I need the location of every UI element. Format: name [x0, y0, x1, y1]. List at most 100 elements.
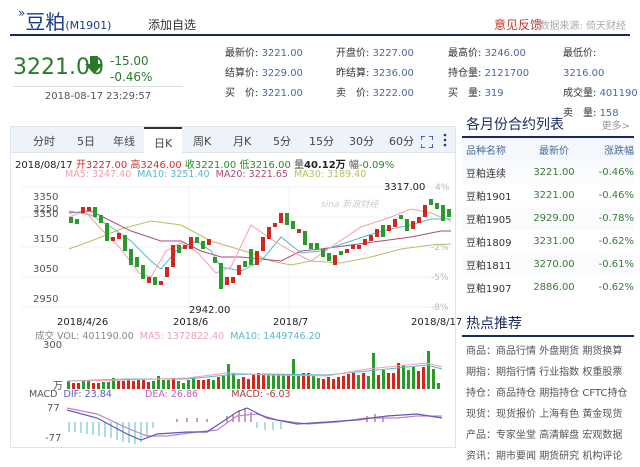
contracts-table-body: 豆粕连续 3221.00 -0.46% 豆粕1901 3221.00 -0.46% 豆粕… — [462, 161, 634, 299]
hot-recommend-panel: 热点推荐 商品：商品行情 外盘期货 期货换算 期指：期指行情 行业指数 权重股票… — [462, 311, 634, 467]
header-change: 涨跌幅 — [604, 146, 634, 157]
contract-name[interactable]: 豆粕1809 — [466, 238, 512, 249]
hot-link[interactable]: 商品行情 — [496, 346, 536, 357]
contracts-table-header: 品种名称 最新价 涨跌幅 — [462, 138, 634, 161]
y-tick: 3050 — [33, 264, 59, 275]
contract-name[interactable]: 豆粕1905 — [466, 215, 512, 226]
quote-label: 开盘价: — [336, 48, 370, 59]
volume-label: 成交 — [35, 331, 55, 342]
hot-link[interactable]: CFTC持仓 — [582, 388, 628, 399]
pct-tick: -8% — [431, 303, 449, 313]
hot-link[interactable]: 期货研究 — [539, 451, 580, 462]
tab-daily-k[interactable]: 日K — [144, 127, 183, 153]
tab-weekly-k[interactable]: 周K — [193, 135, 212, 148]
contract-price: 3221.00 — [533, 190, 575, 201]
table-row[interactable]: 豆粕1907 2886.00 -0.62% — [462, 276, 634, 299]
more-vertical-icon[interactable] — [443, 132, 447, 147]
page-header: »豆粕(M1901) 添加自选 意见反馈 数据来源: 倚天财经 — [10, 0, 630, 36]
quote-col-2: 开盘价: 3227.00 昨结算: 3236.00 卖 价: 3222.00 — [336, 44, 414, 104]
add-favorite-button[interactable]: 添加自选 — [148, 18, 197, 32]
tab-5min[interactable]: 5分 — [273, 135, 291, 148]
hot-link[interactable]: 高清解盘 — [539, 430, 580, 441]
hot-link[interactable]: 期指行情 — [496, 367, 536, 378]
tab-monthly-k[interactable]: 月K — [233, 135, 252, 148]
vol-ma10: MA10: 1449746.20 — [230, 331, 321, 342]
macd-dif: DIF: 23.84 — [63, 389, 112, 400]
feedback-link[interactable]: 意见反馈 — [493, 18, 542, 32]
hot-link[interactable]: 期市要闻 — [496, 451, 536, 462]
tab-fenshi[interactable]: 分时 — [33, 135, 55, 148]
hot-link[interactable]: 宏观数据 — [582, 430, 623, 441]
hot-link[interactable]: 行业指数 — [539, 367, 580, 378]
more-link[interactable]: 更多> — [601, 121, 630, 132]
table-row[interactable]: 豆粕连续 3221.00 -0.46% — [462, 161, 634, 184]
period-tabs: 分时 5日 年线 日K 周K 月K 5分 15分 30分 60分 — [11, 127, 455, 153]
tab-year[interactable]: 年线 — [113, 135, 135, 148]
quote-label: 最新价: — [225, 48, 259, 59]
contract-price: 3231.00 — [533, 236, 575, 247]
contract-change: -0.46% — [598, 190, 634, 201]
fullscreen-icon[interactable] — [420, 133, 434, 149]
tab-15min[interactable]: 15分 — [309, 135, 334, 148]
table-row[interactable]: 豆粕1811 3270.00 -0.61% — [462, 253, 634, 276]
macd-chart[interactable] — [67, 402, 455, 448]
title-mark: » — [18, 6, 26, 20]
volume-unit: 万 — [53, 381, 63, 392]
table-row[interactable]: 豆粕1905 2929.00 -0.78% — [462, 207, 634, 230]
contract-name[interactable]: 豆粕连续 — [466, 169, 506, 180]
quote-value: 319 — [484, 88, 504, 99]
hot-category: 现货： — [466, 409, 496, 420]
volume-chart[interactable] — [67, 345, 455, 391]
header-price: 最新价 — [539, 146, 569, 157]
x-tick: 2018/7 — [273, 317, 309, 328]
hot-link[interactable]: 期货换算 — [582, 346, 623, 357]
open-label: 开 — [75, 160, 86, 171]
contract-name[interactable]: 豆粕1901 — [466, 192, 512, 203]
quote-value: 3216.00 — [563, 68, 605, 79]
hot-category: 产品： — [466, 430, 496, 441]
contracts-panel: 各月份合约列表 更多> 品种名称 最新价 涨跌幅 豆粕连续 3221.00 -0.4… — [462, 112, 634, 467]
tab-5day[interactable]: 5日 — [77, 135, 95, 148]
change-percent: -0.46% — [110, 70, 153, 84]
contract-name[interactable]: 豆粕1811 — [466, 261, 512, 272]
hot-link[interactable]: 外盘期货 — [539, 346, 580, 357]
hot-link[interactable]: 商品持仓 — [496, 388, 536, 399]
vol-value: 40.12万 — [304, 160, 346, 171]
quote-label: 昨结算: — [336, 68, 370, 79]
hot-category: 资讯： — [466, 451, 496, 462]
quote-label: 买 价: — [225, 88, 259, 99]
hot-link[interactable]: 现货报价 — [496, 409, 536, 420]
hot-row: 资讯：期市要闻 期货研究 机构评论 — [462, 446, 634, 467]
quote-label: 买 量: — [448, 88, 482, 99]
macd-legend: MACD DIF: 23.84 DEA: 26.86 MACD: -6.03 — [29, 389, 291, 400]
hot-link[interactable]: 期指持仓 — [539, 388, 580, 399]
vol-ma5: MA5: 1372822.40 — [139, 331, 225, 342]
page-title: »豆粕(M1901) — [18, 6, 111, 35]
table-row[interactable]: 豆粕1809 3231.00 -0.62% — [462, 230, 634, 253]
hot-link[interactable]: 上海有色 — [539, 409, 580, 420]
volume-y-top: 300 — [43, 340, 63, 351]
table-row[interactable]: 豆粕1901 3221.00 -0.46% — [462, 184, 634, 207]
quote-label: 最高价: — [448, 48, 482, 59]
hot-link[interactable]: 专家坐堂 — [496, 430, 536, 441]
tab-60min[interactable]: 60分 — [389, 135, 414, 148]
hot-link[interactable]: 黄金现货 — [582, 409, 623, 420]
contract-name[interactable]: 豆粕1907 — [466, 284, 512, 295]
quote-timestamp: 2018-08-17 23:29:57 — [13, 86, 183, 102]
quote-label: 卖 量: — [563, 108, 597, 119]
kline-chart-panel: 分时 5日 年线 日K 周K 月K 5分 15分 30分 60分 2018/08… — [10, 126, 462, 449]
hot-category: 期指： — [466, 367, 496, 378]
quote-col-1: 最新价: 3221.00 结算价: 3229.00 买 价: 3221.00 — [225, 44, 303, 104]
hot-link[interactable]: 机构评论 — [582, 451, 623, 462]
volume-legend: 成交 VOL: 401190.00 MA5: 1372822.40 MA10: … — [35, 328, 321, 342]
quote-value: 158 — [599, 108, 619, 119]
kline-chart[interactable]: 3350 — [11, 181, 455, 449]
quote-label: 结算价: — [225, 68, 259, 79]
hot-link[interactable]: 权重股票 — [582, 367, 623, 378]
tab-30min[interactable]: 30分 — [349, 135, 374, 148]
header-name: 品种名称 — [466, 146, 506, 157]
macd-y-top: 77 — [47, 403, 60, 414]
sina-watermark: sina 新浪财经 — [321, 200, 379, 210]
ma20-legend: MA20: 3221.65 — [215, 169, 288, 180]
max-price-label: 3317.00 — [384, 182, 426, 193]
